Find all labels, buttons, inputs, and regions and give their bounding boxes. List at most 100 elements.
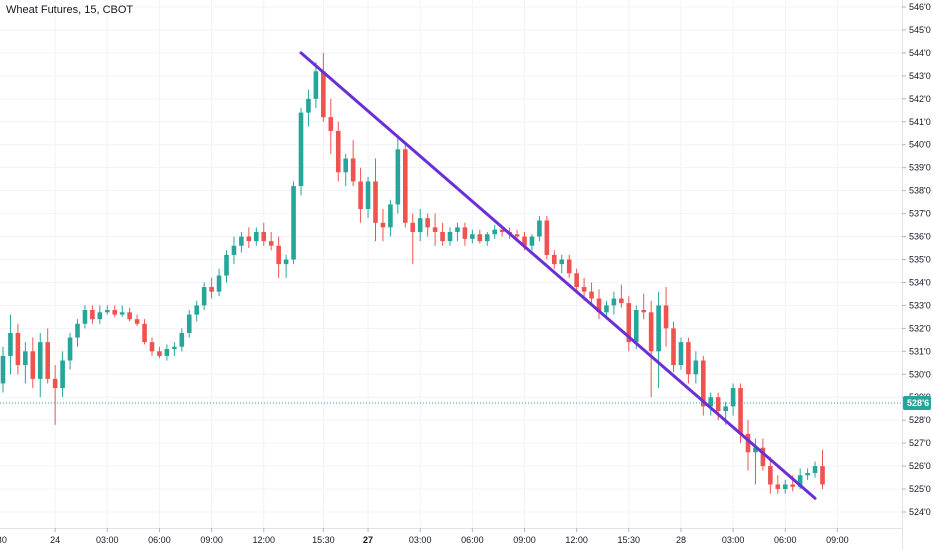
candle-body xyxy=(119,312,125,315)
candle-body xyxy=(730,388,736,407)
price-tick-label: 543'0 xyxy=(909,71,931,81)
candle-body xyxy=(701,360,706,407)
time-tick: 15:30 xyxy=(0,535,7,545)
candle xyxy=(820,450,825,490)
candle-body xyxy=(403,149,408,223)
candle xyxy=(268,231,274,251)
candle-body xyxy=(216,275,222,292)
candle-body xyxy=(529,236,535,246)
candle xyxy=(403,144,408,228)
time-tick: 12:00 xyxy=(252,528,275,545)
candle xyxy=(395,135,401,214)
candle-body xyxy=(820,466,825,485)
candle-body xyxy=(298,112,304,187)
time-tick: 03:00 xyxy=(96,528,119,545)
candle xyxy=(82,305,88,329)
candle-body xyxy=(477,234,483,242)
candle-body xyxy=(224,254,229,276)
time-tick-label: 09:00 xyxy=(826,535,849,545)
candle-body xyxy=(589,291,594,299)
candle-body xyxy=(388,204,393,228)
time-tick-label: 28 xyxy=(676,535,686,545)
time-tick: 28 xyxy=(676,528,686,545)
candle-body xyxy=(395,149,401,205)
candle xyxy=(432,213,438,246)
price-tick: 545'0 xyxy=(902,25,931,35)
candle xyxy=(157,346,162,359)
price-tick: 528'0 xyxy=(902,415,931,425)
candle-body xyxy=(380,222,386,228)
candle-body xyxy=(715,397,721,411)
time-tick-label: 12:00 xyxy=(252,535,275,545)
time-tick-label: 15:30 xyxy=(618,535,641,545)
grid-lines xyxy=(0,0,902,528)
candle xyxy=(730,383,736,416)
price-tick: 530'0 xyxy=(902,369,931,379)
candle xyxy=(671,321,676,372)
candle-body xyxy=(134,319,140,324)
price-tick: 544'0 xyxy=(902,48,931,58)
price-tick-label: 541'0 xyxy=(909,117,931,127)
candle-body xyxy=(201,287,207,306)
candle xyxy=(589,282,594,306)
candle-body xyxy=(462,227,468,239)
candle-body xyxy=(45,342,50,379)
time-tick-label: 03:00 xyxy=(409,535,432,545)
candle-body xyxy=(447,231,453,242)
time-tick: 15:30 xyxy=(618,528,641,545)
candle-body xyxy=(753,447,758,453)
candle xyxy=(67,332,73,370)
candle-body xyxy=(30,351,36,379)
candle-body xyxy=(60,360,65,389)
time-axis[interactable] xyxy=(0,528,902,550)
candle-body xyxy=(797,475,803,487)
trendline[interactable] xyxy=(299,51,817,500)
candle xyxy=(425,213,430,237)
price-tick: 536'0 xyxy=(902,232,931,242)
candle-body xyxy=(358,181,363,209)
price-tick: 546'0 xyxy=(902,2,931,12)
time-tick: 06:00 xyxy=(774,528,797,545)
candle-body xyxy=(37,342,43,379)
candle xyxy=(45,328,50,384)
candle-body xyxy=(283,259,289,265)
candle xyxy=(179,328,185,352)
time-tick: 24 xyxy=(50,528,60,545)
candle xyxy=(239,231,244,253)
candle xyxy=(335,121,341,182)
candle-body xyxy=(611,298,617,306)
candle-body xyxy=(276,245,281,265)
candle-body xyxy=(522,236,527,246)
candle xyxy=(410,213,416,265)
price-tick: 541'0 xyxy=(902,117,931,127)
time-tick-label: 09:00 xyxy=(513,535,536,545)
candle-body xyxy=(67,337,73,361)
candle-body xyxy=(671,328,676,366)
candle xyxy=(619,284,624,308)
candle xyxy=(596,289,602,320)
candle xyxy=(231,236,237,265)
candle-body xyxy=(738,388,743,434)
candle xyxy=(328,98,334,154)
candle-body xyxy=(268,241,274,246)
price-tick: 524'0 xyxy=(902,507,931,517)
candle xyxy=(313,62,319,108)
price-tick: 534'0 xyxy=(902,277,931,287)
price-axis[interactable] xyxy=(902,0,932,550)
candle xyxy=(134,314,140,327)
candle xyxy=(686,337,691,384)
candle-body xyxy=(23,351,28,366)
time-tick: 12:00 xyxy=(565,528,588,545)
candle xyxy=(350,140,356,187)
price-tick-label: 534'0 xyxy=(909,277,931,287)
candle-body xyxy=(678,342,684,366)
candle xyxy=(440,222,445,246)
candle-body xyxy=(566,259,572,274)
candle-body xyxy=(194,305,199,315)
candle xyxy=(343,153,348,187)
candle-body xyxy=(112,310,118,315)
candle xyxy=(142,319,147,345)
price-tick-label: 527'0 xyxy=(909,438,931,448)
candle xyxy=(172,342,177,356)
